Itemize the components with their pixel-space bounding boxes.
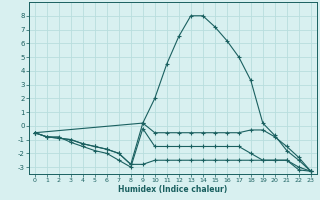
X-axis label: Humidex (Indice chaleur): Humidex (Indice chaleur) <box>118 185 228 194</box>
